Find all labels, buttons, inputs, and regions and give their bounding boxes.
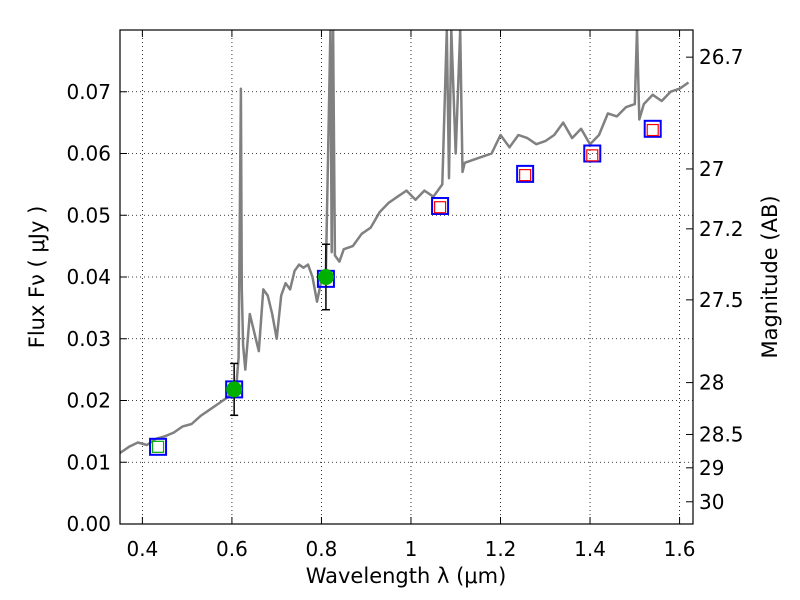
sed-line <box>120 30 690 455</box>
model-photometry-point <box>516 164 535 183</box>
axis-ticks <box>120 30 693 525</box>
y2-tick-labels: 26.7 27 27.2 27.5 28 28.5 29 30 <box>699 45 744 514</box>
y2-tick-label: 29 <box>699 456 724 480</box>
y-tick-label: 0.05 <box>66 203 111 227</box>
y2-tick-label: 30 <box>699 490 724 514</box>
y2-tick-label: 28 <box>699 371 724 395</box>
model-photometry-point <box>583 144 602 163</box>
y-tick-label: 0.00 <box>66 512 111 536</box>
y-tick-label: 0.06 <box>66 142 111 166</box>
x-tick-labels: 0.4 0.6 0.8 1 1.2 1.4 1.6 <box>126 537 695 561</box>
observed-limit-point <box>586 149 599 162</box>
y-tick-label: 0.04 <box>66 265 111 289</box>
x-tick-label: 0.6 <box>216 537 248 561</box>
y2-tick-label: 27.2 <box>699 217 744 241</box>
x-tick-label: 0.8 <box>306 537 338 561</box>
y-tick-label: 0.07 <box>66 80 111 104</box>
y2-tick-label: 27 <box>699 157 724 181</box>
y-tick-label: 0.01 <box>66 450 111 474</box>
y-tick-labels: 0.00 0.01 0.02 0.03 0.04 0.05 0.06 0.07 <box>66 80 111 536</box>
observed-limit-point <box>646 123 659 137</box>
observed-limit-point <box>519 169 532 182</box>
y-tick-label: 0.02 <box>66 389 111 413</box>
x-tick-label: 1.2 <box>485 537 517 561</box>
y2-tick-label: 27.5 <box>699 288 744 312</box>
x-tick-label: 1.4 <box>574 537 606 561</box>
y2-axis-title: Magnitude (AB) <box>758 195 782 358</box>
model-photometry-point <box>149 437 168 456</box>
observed-detection-point <box>226 381 243 398</box>
observed-detection-point <box>317 269 334 285</box>
y-tick-label: 0.03 <box>66 327 111 351</box>
x-tick-label: 1.6 <box>664 537 696 561</box>
x-tick-label: 0.4 <box>126 537 158 561</box>
y2-tick-label: 26.7 <box>699 45 744 69</box>
model-photometry-point <box>643 119 662 138</box>
model-photometry-point <box>431 196 450 215</box>
plot-area <box>120 30 690 456</box>
y2-tick-label: 28.5 <box>699 422 744 446</box>
x-tick-label: 1 <box>405 537 418 561</box>
observed-limit-point <box>433 201 447 214</box>
x-axis-title: Wavelength λ (μm) <box>306 564 507 588</box>
observed-limit-point <box>151 440 165 453</box>
y-axis-title: Flux Fν ( μJy ) <box>25 206 49 349</box>
